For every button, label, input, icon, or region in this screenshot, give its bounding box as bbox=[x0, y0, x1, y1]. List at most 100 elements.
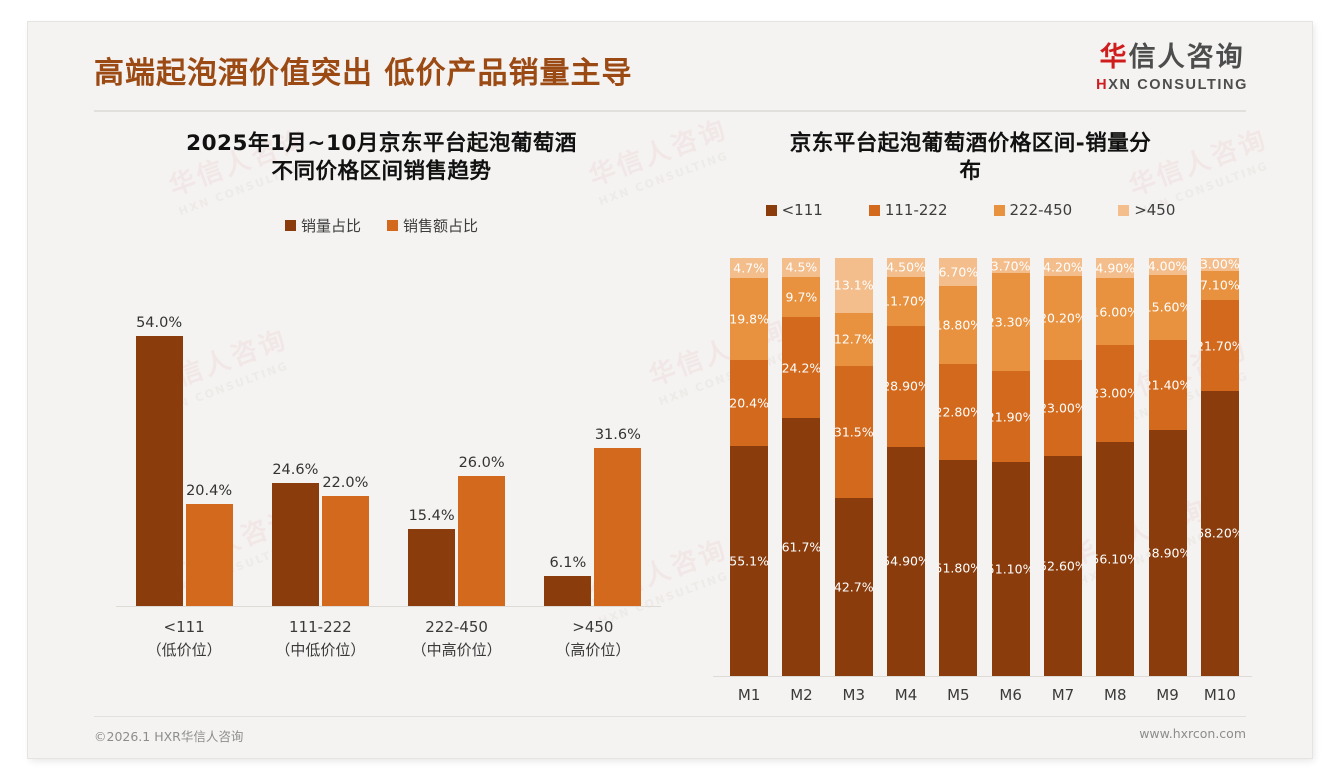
stack-segment-222-450: 15.60% bbox=[1148, 274, 1187, 340]
stack-value-label: 24.2% bbox=[782, 360, 821, 376]
bar-销售额占比->450[interactable]: 31.6% bbox=[594, 427, 642, 606]
bar-value-label: 22.0% bbox=[322, 475, 369, 491]
stack-value-label: 42.7% bbox=[834, 579, 873, 595]
stack-value-label: 11.70% bbox=[887, 293, 925, 309]
stack-segment-<111: 68.20% bbox=[1200, 390, 1239, 676]
stacked-bar-M10[interactable]: 3.00% 7.10% 21.70% 68.20% bbox=[1200, 258, 1239, 676]
bar-group: 54.0% 20.4% bbox=[116, 306, 252, 606]
stacked-bar-M3[interactable]: 13.1% 12.7% 31.5% 42.7% bbox=[834, 258, 873, 677]
legend-label: >450 bbox=[1134, 201, 1176, 220]
stack-segment->450: 4.7% bbox=[730, 258, 769, 278]
stack-value-label: 16.00% bbox=[1096, 304, 1134, 320]
stack-value-label: 51.10% bbox=[992, 561, 1030, 577]
x-tick-sublabel: （低价位） bbox=[146, 640, 222, 659]
bar-rect bbox=[594, 448, 642, 606]
stack-segment-111-222: 24.2% bbox=[782, 317, 821, 419]
stack-value-label: 7.10% bbox=[1200, 277, 1239, 293]
legend-label: <111 bbox=[781, 201, 823, 220]
stack-value-label: 22.80% bbox=[939, 404, 977, 420]
stack-value-label: 52.60% bbox=[1044, 558, 1082, 574]
bar-rect bbox=[321, 496, 369, 606]
slide-canvas: 华信人咨询 HXN CONSULTING 华信人咨询 HXN CONSULTING … bbox=[28, 22, 1312, 758]
stack-segment-111-222: 21.90% bbox=[991, 370, 1030, 463]
stack-segment->450: 4.20% bbox=[1043, 258, 1082, 276]
stacked-bar-M8[interactable]: 4.90% 16.00% 23.00% 56.10% bbox=[1096, 258, 1135, 676]
stack-value-label: 58.90% bbox=[1149, 545, 1187, 561]
stacked-bar-M7[interactable]: 4.20% 20.20% 23.00% 52.60% bbox=[1043, 258, 1082, 677]
legend-item->450[interactable]: >450 bbox=[1118, 201, 1175, 219]
legend-item-222-450[interactable]: 222-450 bbox=[993, 201, 1073, 220]
x-tick-M2: M2 bbox=[790, 686, 813, 704]
stack-segment->450: 3.00% bbox=[1200, 258, 1239, 271]
stack-segment->450: 4.5% bbox=[782, 258, 821, 277]
legend-item-<111[interactable]: <111 bbox=[765, 201, 823, 220]
stack-value-label: 6.70% bbox=[939, 264, 978, 280]
x-tick-222-450: 222-450 （中高价位） bbox=[389, 616, 525, 661]
x-tick-M8: M8 bbox=[1104, 686, 1127, 704]
legend-label: 销售额占比 bbox=[403, 217, 479, 236]
stack-segment->450: 13.1% bbox=[834, 258, 873, 313]
bar-销量占比-<111[interactable]: 54.0% bbox=[135, 315, 183, 606]
stack-segment-<111: 56.10% bbox=[1096, 441, 1135, 676]
stack-segment->450: 4.50% bbox=[887, 258, 926, 277]
bar-销售额占比-111-222[interactable]: 22.0% bbox=[321, 475, 369, 606]
x-tick-M7: M7 bbox=[1051, 686, 1075, 704]
bar-销量占比-111-222[interactable]: 24.6% bbox=[271, 462, 319, 606]
bar-group: 6.1% 31.6% bbox=[525, 306, 661, 606]
stack-segment-111-222: 22.80% bbox=[939, 364, 978, 460]
chart-panel-right: 京东平台起泡葡萄酒价格区间-销量分 布 <111 111-222 222-450 >4… bbox=[683, 130, 1258, 704]
stack-segment-<111: 51.80% bbox=[939, 459, 978, 676]
stacked-bar-M5[interactable]: 6.70% 18.80% 22.80% 51.80% bbox=[939, 258, 978, 676]
stack-segment-111-222: 31.5% bbox=[834, 365, 873, 498]
legend-item-销售额占比[interactable]: 销售额占比 bbox=[387, 215, 478, 236]
legend-swatch-icon bbox=[284, 220, 296, 232]
x-tick-M4: M4 bbox=[894, 686, 918, 704]
stack-value-label: 54.90% bbox=[887, 553, 925, 569]
legend-swatch-icon bbox=[1118, 204, 1130, 216]
bar-销量占比-222-450[interactable]: 15.4% bbox=[408, 508, 456, 606]
legend-item-销量占比[interactable]: 销量占比 bbox=[284, 215, 361, 236]
x-tick-M3: M3 bbox=[842, 686, 866, 704]
x-tick-M6: M6 bbox=[999, 686, 1022, 704]
stack-value-label: 18.80% bbox=[939, 317, 977, 333]
x-tick-sublabel: （中高价位） bbox=[411, 640, 502, 659]
bar-group: 15.4% 26.0% bbox=[389, 306, 525, 606]
stack-segment-222-450: 23.30% bbox=[991, 273, 1030, 371]
stack-value-label: 61.7% bbox=[782, 539, 821, 555]
stack-segment-111-222: 23.00% bbox=[1043, 360, 1082, 457]
stack-segment-111-222: 20.4% bbox=[730, 360, 769, 446]
stack-segment-222-450: 7.10% bbox=[1200, 270, 1239, 301]
stack-value-label: 21.40% bbox=[1149, 377, 1187, 393]
bar-销售额占比-<111[interactable]: 20.4% bbox=[185, 483, 233, 606]
stacked-bar-M2[interactable]: 4.5% 9.7% 24.2% 61.7% bbox=[782, 258, 821, 676]
stacked-bar-M4[interactable]: 4.50% 11.70% 28.90% 54.90% bbox=[887, 258, 926, 676]
x-tick-M5: M5 bbox=[947, 686, 970, 704]
bar-rect bbox=[458, 476, 506, 606]
legend-swatch-icon bbox=[765, 204, 777, 216]
stack-segment-222-450: 11.70% bbox=[887, 276, 926, 326]
legend-item-111-222[interactable]: 111-222 bbox=[868, 201, 948, 220]
stack-segment-111-222: 23.00% bbox=[1096, 345, 1135, 442]
stack-segment-<111: 54.90% bbox=[887, 446, 926, 676]
bar-value-label: 26.0% bbox=[458, 455, 505, 471]
stack-value-label: 55.1% bbox=[730, 553, 769, 569]
chart-right-x-axis bbox=[713, 676, 1252, 677]
legend-label: 222-450 bbox=[1009, 201, 1073, 220]
stack-value-label: 4.5% bbox=[785, 259, 818, 275]
bar-rect bbox=[408, 529, 456, 606]
stack-value-label: 68.20% bbox=[1201, 525, 1239, 541]
legend-label: 111-222 bbox=[884, 201, 948, 220]
chart-left-title-line2: 不同价格区间销售趋势 bbox=[271, 158, 492, 184]
bar-销售额占比-222-450[interactable]: 26.0% bbox=[458, 455, 506, 606]
footer-website: www.hxrcon.com bbox=[1139, 726, 1246, 741]
chart-left-plot: 54.0% 20.4% 24.6% 22.0% 15.4% 26.0% 6.1% 31.6% bbox=[116, 306, 661, 606]
x-tick-M9: M9 bbox=[1156, 686, 1179, 704]
stack-value-label: 56.10% bbox=[1096, 551, 1134, 567]
stacked-bar-M6[interactable]: 3.70% 23.30% 21.90% 51.10% bbox=[991, 258, 1030, 676]
stacked-bar-M1[interactable]: 4.7% 19.8% 20.4% 55.1% bbox=[730, 258, 769, 676]
x-tick->450: >450 （高价位） bbox=[525, 616, 661, 661]
chart-panel-left: 2025年1月~10月京东平台起泡葡萄酒 不同价格区间销售趋势 销量占比 销售额占… bbox=[94, 130, 669, 690]
stacked-bar-M9[interactable]: 4.00% 15.60% 21.40% 58.90% bbox=[1148, 258, 1187, 676]
logo-en-gray: XN CONSULTING bbox=[1108, 77, 1248, 93]
bar-销量占比->450[interactable]: 6.1% bbox=[544, 555, 592, 606]
